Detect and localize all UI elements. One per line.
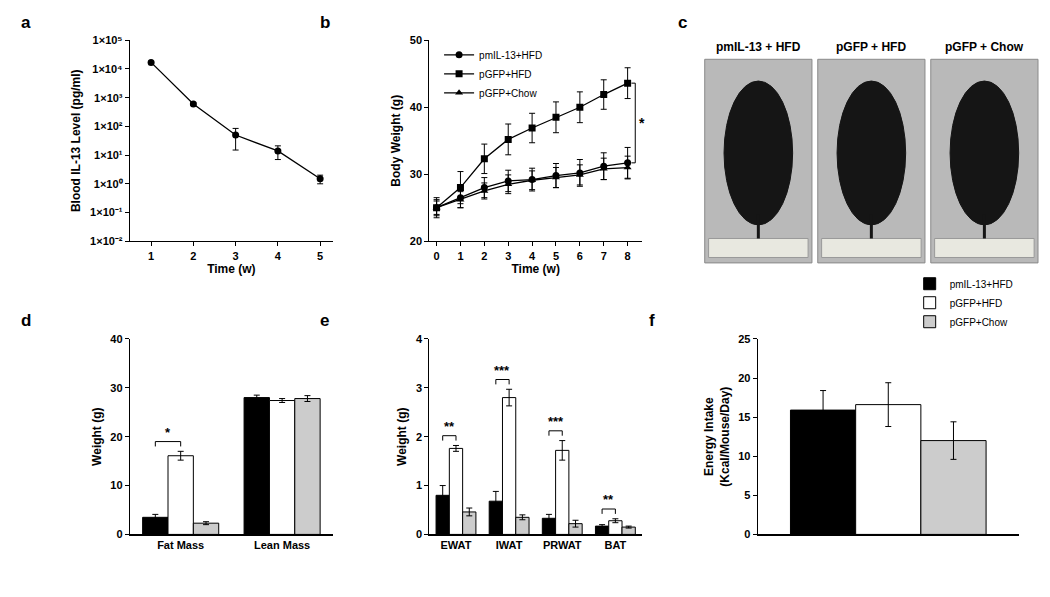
svg-text:2: 2 xyxy=(416,431,422,443)
svg-text:pGFP+HFD: pGFP+HFD xyxy=(950,298,1003,309)
svg-text:15: 15 xyxy=(738,411,750,423)
svg-text:40: 40 xyxy=(110,333,122,345)
svg-text:4: 4 xyxy=(529,250,536,262)
svg-text:30: 30 xyxy=(110,382,122,394)
svg-text:Time (w): Time (w) xyxy=(511,262,559,276)
svg-text:*: * xyxy=(639,115,645,131)
svg-text:1×10³: 1×10³ xyxy=(94,92,123,104)
svg-text:IWAT: IWAT xyxy=(496,539,523,551)
svg-text:20: 20 xyxy=(110,431,122,443)
svg-text:1: 1 xyxy=(416,479,422,491)
svg-text:30: 30 xyxy=(410,168,422,180)
svg-text:8: 8 xyxy=(625,250,631,262)
svg-text:4: 4 xyxy=(275,250,282,262)
svg-text:**: ** xyxy=(603,492,614,507)
svg-text:3: 3 xyxy=(416,382,422,394)
svg-text:20: 20 xyxy=(410,235,422,247)
svg-text:Fat Mass: Fat Mass xyxy=(157,539,204,551)
svg-text:10: 10 xyxy=(110,479,122,491)
svg-text:5: 5 xyxy=(553,250,559,262)
svg-text:***: *** xyxy=(548,414,564,429)
svg-text:10: 10 xyxy=(738,450,750,462)
svg-text:1×10⁴: 1×10⁴ xyxy=(92,63,122,75)
svg-text:Lean Mass: Lean Mass xyxy=(254,539,310,551)
svg-text:Time (w): Time (w) xyxy=(207,262,255,276)
svg-text:pmIL-13+HFD: pmIL-13+HFD xyxy=(479,50,542,61)
svg-text:1×10⁵: 1×10⁵ xyxy=(93,34,123,46)
svg-text:pGFP + Chow: pGFP + Chow xyxy=(945,40,1024,54)
svg-text:e: e xyxy=(320,311,329,330)
svg-text:5: 5 xyxy=(744,489,750,501)
svg-text:Blood IL-13 Level (pg/ml): Blood IL-13 Level (pg/ml) xyxy=(70,69,84,212)
svg-text:pmIL-13 + HFD: pmIL-13 + HFD xyxy=(716,40,801,54)
svg-text:3: 3 xyxy=(505,250,511,262)
svg-text:25: 25 xyxy=(738,333,750,345)
svg-text:pGFP+Chow: pGFP+Chow xyxy=(950,317,1008,328)
svg-text:Weight (g): Weight (g) xyxy=(395,407,409,465)
svg-text:1×10¹: 1×10¹ xyxy=(94,149,123,161)
svg-text:7: 7 xyxy=(601,250,607,262)
svg-text:pGFP + HFD: pGFP + HFD xyxy=(836,40,906,54)
svg-text:Weight (g): Weight (g) xyxy=(90,407,104,465)
svg-text:pGFP+Chow: pGFP+Chow xyxy=(479,88,537,99)
svg-text:1×10⁰: 1×10⁰ xyxy=(94,178,123,190)
svg-text:1×10²: 1×10² xyxy=(94,120,123,132)
svg-text:1×10⁻²: 1×10⁻² xyxy=(90,235,123,247)
svg-text:*: * xyxy=(165,425,171,440)
svg-text:0: 0 xyxy=(116,528,122,540)
svg-text:PRWAT: PRWAT xyxy=(543,539,582,551)
svg-text:3: 3 xyxy=(233,250,239,262)
svg-text:50: 50 xyxy=(410,34,422,46)
svg-text:2: 2 xyxy=(481,250,487,262)
svg-text:0: 0 xyxy=(416,528,422,540)
svg-text:c: c xyxy=(678,13,687,32)
svg-text:4: 4 xyxy=(416,333,423,345)
svg-text:Body Weight (g): Body Weight (g) xyxy=(389,95,403,187)
svg-text:a: a xyxy=(21,13,31,32)
svg-text:0: 0 xyxy=(434,250,440,262)
svg-text:1: 1 xyxy=(148,250,154,262)
svg-text:d: d xyxy=(21,311,31,330)
svg-text:f: f xyxy=(649,311,655,330)
svg-text:b: b xyxy=(320,13,330,32)
svg-text:40: 40 xyxy=(410,101,422,113)
svg-text:EWAT: EWAT xyxy=(441,539,472,551)
svg-text:pmIL-13+HFD: pmIL-13+HFD xyxy=(950,279,1013,290)
svg-text:0: 0 xyxy=(744,528,750,540)
svg-text:***: *** xyxy=(494,363,510,378)
svg-text:Energy Intake(Kcal/Mouse/Day): Energy Intake(Kcal/Mouse/Day) xyxy=(702,387,732,487)
svg-text:1×10⁻¹: 1×10⁻¹ xyxy=(90,206,123,218)
svg-text:1: 1 xyxy=(457,250,463,262)
svg-text:pGFP+HFD: pGFP+HFD xyxy=(479,69,532,80)
svg-text:20: 20 xyxy=(738,372,750,384)
svg-text:2: 2 xyxy=(190,250,196,262)
svg-text:BAT: BAT xyxy=(604,539,626,551)
svg-text:**: ** xyxy=(444,419,455,434)
svg-text:5: 5 xyxy=(317,250,323,262)
svg-text:6: 6 xyxy=(577,250,583,262)
